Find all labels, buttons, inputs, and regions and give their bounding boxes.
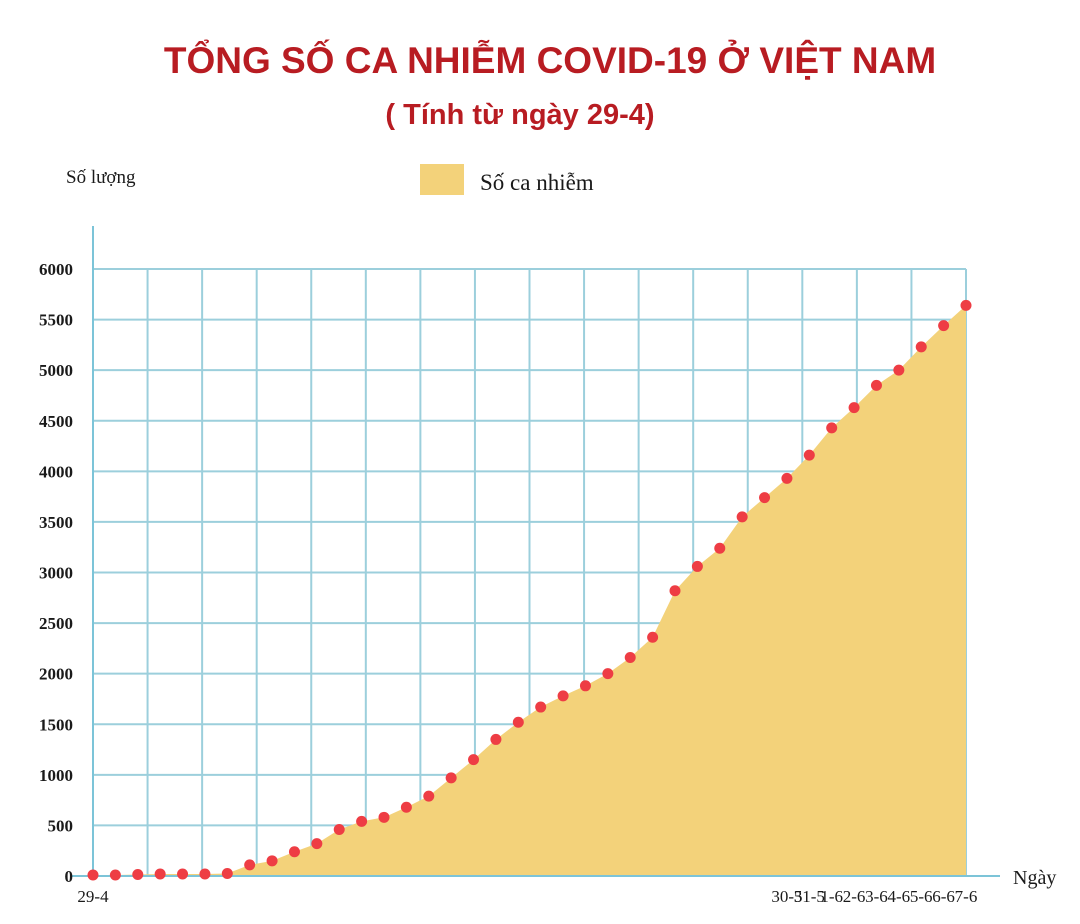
data-point — [378, 811, 390, 823]
y-tick-label: 2500 — [39, 614, 73, 633]
y-tick-label: 1500 — [39, 715, 73, 734]
data-point — [400, 801, 412, 813]
data-point — [199, 868, 211, 880]
data-point — [579, 680, 591, 692]
data-point — [177, 868, 189, 880]
data-point — [512, 716, 524, 728]
y-tick-label: 5000 — [39, 361, 73, 380]
data-points — [87, 299, 972, 881]
y-tick-label: 2000 — [39, 665, 73, 684]
data-point — [669, 585, 681, 597]
data-point — [490, 733, 502, 745]
y-tick-label: 4500 — [39, 412, 73, 431]
area-layer — [93, 305, 966, 876]
data-point — [624, 651, 636, 663]
data-point — [244, 859, 256, 871]
y-axis-label: Số lượng — [66, 167, 136, 188]
series-area — [93, 305, 966, 876]
legend-swatch — [420, 164, 464, 195]
data-point — [87, 869, 99, 881]
data-point — [647, 631, 659, 643]
data-point — [311, 838, 323, 850]
data-point — [445, 772, 457, 784]
data-point — [109, 869, 121, 881]
data-point — [938, 320, 950, 332]
x-tick-label: 1-6 — [820, 887, 843, 906]
x-tick-label: 5-6 — [910, 887, 933, 906]
x-tick-label: 4-6 — [888, 887, 911, 906]
y-tick-label: 1000 — [39, 766, 73, 785]
x-tick-label: 30-5 — [771, 887, 802, 906]
data-point — [333, 823, 345, 835]
data-point — [870, 379, 882, 391]
data-point — [960, 299, 972, 311]
data-point — [602, 668, 614, 680]
data-point — [557, 690, 569, 702]
data-point — [288, 846, 300, 858]
x-tick-label: 29-4 — [77, 887, 109, 906]
data-point — [266, 855, 278, 867]
x-tick-label: 6-6 — [932, 887, 955, 906]
data-point — [736, 511, 748, 523]
data-point — [535, 701, 547, 713]
chart-title: TỔNG SỐ CA NHIỄM COVID-19 Ở VIỆT NAM — [164, 38, 936, 81]
x-tick-label: 2-6 — [843, 887, 866, 906]
data-point — [915, 341, 927, 353]
data-point — [221, 867, 233, 879]
y-tick-label: 3000 — [39, 564, 73, 583]
y-tick-label: 4000 — [39, 462, 73, 481]
data-point — [468, 754, 480, 766]
y-tick-label: 3500 — [39, 513, 73, 532]
data-point — [132, 868, 144, 880]
x-tick-label: 7-6 — [955, 887, 978, 906]
legend-label: Số ca nhiễm — [480, 170, 594, 195]
data-point — [781, 472, 793, 484]
data-point — [423, 790, 435, 802]
y-tick-label: 6000 — [39, 260, 73, 279]
x-tick-labels: 29-4 30-531-51-6 2-6 3-6 4-6 5-6 6-6 7-6 — [77, 887, 977, 906]
data-point — [893, 364, 905, 376]
data-point — [714, 542, 726, 554]
data-point — [848, 402, 860, 414]
y-tick-labels: 0 500 1000 1500 2000 2500 3000 3500 4000 4500 5000… — [39, 260, 73, 886]
x-tick-label: 31-5 — [794, 887, 825, 906]
data-point — [691, 560, 703, 572]
x-axis-label: Ngày — [1013, 867, 1056, 889]
data-point — [356, 815, 368, 827]
data-point — [803, 449, 815, 461]
chart-subtitle: ( Tính từ ngày 29-4) — [385, 99, 654, 131]
data-point — [826, 422, 838, 434]
x-tick-label: 3-6 — [865, 887, 888, 906]
data-point — [154, 868, 166, 880]
y-tick-label: 0 — [65, 867, 74, 886]
y-tick-label: 5500 — [39, 311, 73, 330]
data-point — [759, 492, 771, 504]
y-tick-label: 500 — [48, 816, 74, 835]
